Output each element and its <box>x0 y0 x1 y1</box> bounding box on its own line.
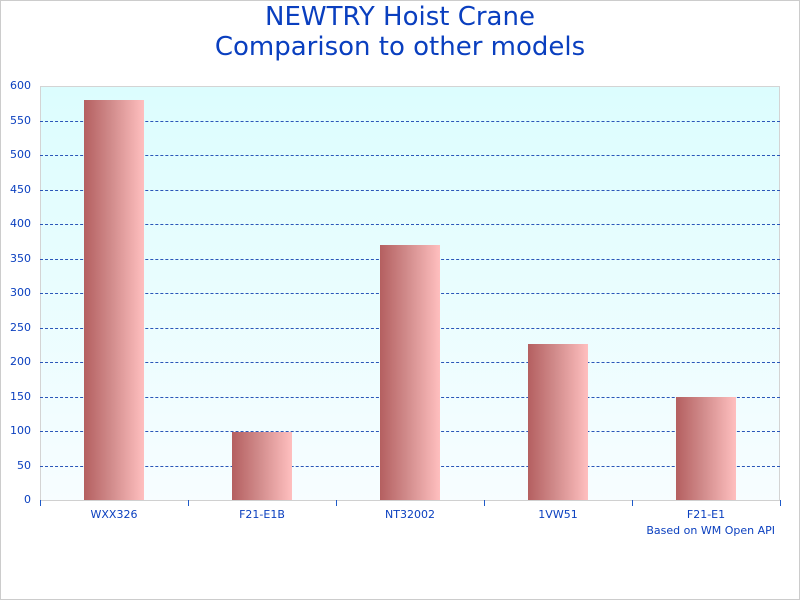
y-tick-label: 450 <box>10 183 31 196</box>
y-tick-label: 300 <box>10 286 31 299</box>
y-tick-label: 600 <box>10 79 31 92</box>
x-tick-label: F21-E1B <box>239 508 285 521</box>
x-tick-label: F21-E1 <box>686 508 726 521</box>
bar-f21-e1 <box>676 397 736 500</box>
gridline <box>40 155 780 156</box>
bar-nt32002 <box>380 245 440 500</box>
x-tick-mark <box>484 500 485 506</box>
y-tick-label: 550 <box>10 114 31 127</box>
y-tick-label: 350 <box>10 252 31 265</box>
x-tick-mark <box>188 500 189 506</box>
x-tick-label: WXX326 <box>90 508 138 521</box>
x-tick-mark <box>780 500 781 506</box>
gridline <box>40 224 780 225</box>
y-tick-label: 100 <box>10 424 31 437</box>
y-tick-label: 250 <box>10 321 31 334</box>
gridline <box>40 190 780 191</box>
y-tick-label: 400 <box>10 217 31 230</box>
bar-wxx326 <box>84 100 144 500</box>
x-tick-mark <box>40 500 41 506</box>
y-tick-label: 0 <box>24 493 31 506</box>
chart-title-line-1: NEWTRY Hoist Crane <box>265 2 535 32</box>
y-tick-label: 500 <box>10 148 31 161</box>
chart-title-line-2: Comparison to other models <box>214 32 586 62</box>
x-tick-label: NT32002 <box>385 508 435 521</box>
y-tick-label: 50 <box>17 459 31 472</box>
source-credit: Based on WM Open API <box>646 524 775 537</box>
x-axis-line <box>40 500 780 501</box>
bar-1vw51 <box>528 344 588 500</box>
x-tick-mark <box>336 500 337 506</box>
bar-f21-e1b <box>232 432 292 500</box>
x-tick-label: 1VW51 <box>538 508 578 521</box>
chart-title: NEWTRY Hoist Crane Comparison to other m… <box>0 2 800 62</box>
x-tick-mark <box>632 500 633 506</box>
gridline <box>40 121 780 122</box>
y-tick-label: 200 <box>10 355 31 368</box>
y-tick-label: 150 <box>10 390 31 403</box>
